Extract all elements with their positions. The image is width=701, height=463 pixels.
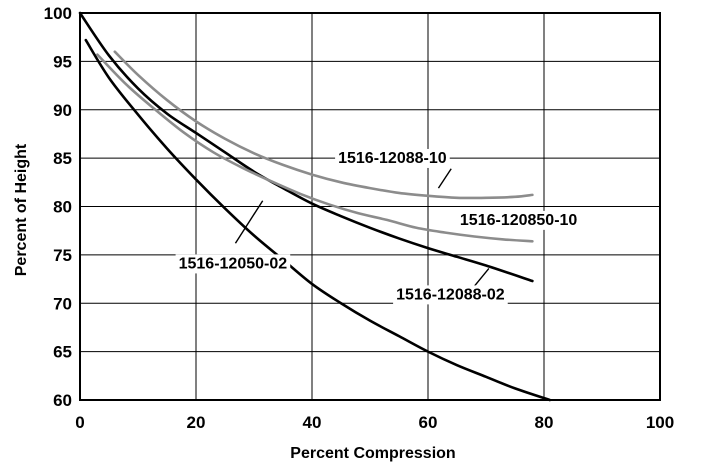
y-tick-label: 65 — [53, 343, 72, 362]
series-line-1516-12050-02 — [84, 38, 552, 402]
series-line-1516-12088-02 — [78, 11, 534, 283]
x-tick-label: 60 — [419, 413, 438, 432]
series-label-1516-12088-10: 1516-12088-10 — [338, 150, 447, 167]
series-line-1516-12088-10 — [113, 50, 534, 200]
y-tick-label: 80 — [53, 198, 72, 217]
series-label-1516-120850-10: 1516-120850-10 — [460, 212, 578, 229]
y-tick-label: 100 — [44, 4, 72, 23]
y-tick-label: 75 — [53, 246, 72, 265]
series-labels: 1516-12050-02 1516-12088-02 1516-120850-10… — [175, 148, 581, 305]
series-label-1516-12050-02: 1516-12050-02 — [179, 255, 288, 272]
series-label-backdrop — [393, 285, 508, 305]
y-tick-label: 90 — [53, 101, 72, 120]
y-tick-labels: 100 95 90 85 80 75 70 65 60 — [44, 4, 72, 410]
x-tick-label: 100 — [646, 413, 674, 432]
series-line-1516-120850-10 — [96, 53, 534, 243]
series-label-1516-12088-02: 1516-12088-02 — [396, 286, 505, 303]
y-axis-title: Percent of Height — [13, 143, 30, 276]
x-tick-label: 20 — [187, 413, 206, 432]
plot-frame — [79, 12, 661, 401]
y-tick-label: 85 — [53, 149, 72, 168]
y-tick-label: 60 — [53, 391, 72, 410]
x-tick-label: 80 — [535, 413, 554, 432]
label-pointer-1516-12050-02 — [234, 200, 264, 244]
x-tick-labels: 0 20 40 60 80 100 — [75, 413, 674, 432]
x-tick-label: 40 — [303, 413, 322, 432]
series-label-backdrop — [175, 254, 291, 274]
y-tick-label: 70 — [53, 294, 72, 313]
series-label-backdrop — [335, 148, 450, 168]
x-tick-label: 0 — [75, 413, 84, 432]
series-lines — [78, 11, 552, 402]
label-pointer-1516-12088-10 — [437, 168, 452, 189]
x-axis-title: Percent Compression — [290, 445, 455, 462]
series-label-backdrop — [456, 210, 581, 230]
y-tick-label: 95 — [53, 52, 72, 71]
